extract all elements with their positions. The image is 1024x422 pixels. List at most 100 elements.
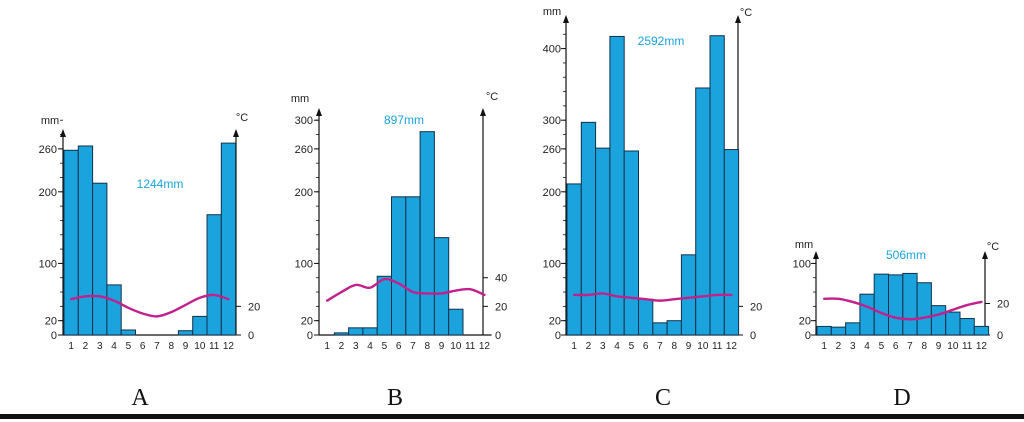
precip-bar (680, 254, 697, 336)
month-label: 6 (140, 341, 146, 352)
temp-tick-label: 20 (750, 301, 762, 313)
temp-tick-label: 20 (248, 301, 260, 313)
month-label: 12 (726, 341, 738, 352)
precip-axis-arrow (60, 129, 66, 137)
precip-bar (206, 214, 222, 336)
month-label: 12 (223, 341, 235, 352)
chart-letter-label: B (387, 385, 403, 411)
temp-axis-arrow (233, 129, 239, 137)
month-label: 10 (697, 341, 709, 352)
precip-bar (816, 325, 832, 336)
chart-letter-label: D (893, 385, 910, 411)
month-label: 7 (907, 341, 913, 352)
chart-letter-label: A (131, 385, 149, 411)
precip-tick-label: 20 (301, 316, 313, 328)
precip-axis-arrow (316, 108, 322, 116)
precip-bar (638, 298, 654, 336)
month-label: 7 (410, 341, 416, 352)
precip-bar (348, 327, 364, 336)
month-label: 2 (836, 341, 842, 352)
precip-bar (362, 327, 378, 336)
precip-bar (63, 149, 79, 336)
precip-bar (652, 322, 668, 336)
month-label: 5 (382, 341, 388, 352)
precip-bar (376, 275, 393, 336)
chart-letter-label: C (655, 385, 671, 411)
precip-bar (433, 237, 450, 336)
month-label: 1 (68, 341, 74, 352)
temp-tick-label: 0 (997, 330, 1003, 342)
month-label: 10 (194, 341, 206, 352)
temp-tick-label: 40 (495, 273, 507, 285)
precip-tick-label: 100 (295, 258, 313, 270)
precip-tick-label: 100 (39, 258, 57, 270)
precip-bar (419, 131, 435, 336)
temp-tick-label: 0 (750, 330, 756, 342)
precip-tick-label: 0 (805, 330, 811, 342)
month-label: 8 (424, 341, 430, 352)
precip-bar (830, 326, 847, 336)
precip-unit-label: mm (795, 239, 813, 251)
precip-tick-label: 0 (555, 330, 561, 342)
precip-tick-label: 300 (543, 115, 561, 127)
month-label: 6 (643, 341, 649, 352)
month-label: 4 (111, 341, 117, 352)
precip-tick-label: 0 (51, 330, 57, 342)
month-label: 5 (126, 341, 132, 352)
bottom-rule (0, 414, 1024, 419)
month-label: 3 (850, 341, 856, 352)
precip-bar (177, 330, 194, 336)
precip-bar (945, 311, 961, 336)
temp-unit-label: °C (236, 112, 248, 124)
precip-bar (405, 196, 421, 336)
month-label: 4 (864, 341, 870, 352)
annual-total-label: 506mm (886, 248, 926, 262)
temperature-line (325, 277, 486, 302)
annual-total-label: 2592mm (638, 34, 685, 48)
month-label: 11 (962, 341, 973, 352)
precip-bar (333, 332, 350, 336)
precip-bar (192, 315, 208, 336)
month-label: 12 (976, 341, 988, 352)
precip-unit-label: mm (543, 6, 561, 18)
month-label: 11 (465, 341, 476, 352)
precip-bar (120, 329, 136, 336)
precip-bar (973, 325, 990, 336)
precip-tick-label: 260 (295, 144, 313, 156)
temp-tick-label: 0 (248, 330, 254, 342)
month-label: 3 (353, 341, 359, 352)
month-label: 10 (450, 341, 462, 352)
annual-total-label: 1244mm (137, 177, 184, 191)
precip-tick-label: 100 (543, 258, 561, 270)
temp-tick-label: 20 (997, 298, 1009, 310)
month-label: 7 (657, 341, 663, 352)
precip-bar (448, 308, 464, 336)
month-label: 1 (324, 341, 330, 352)
precip-tick-label: 260 (543, 144, 561, 156)
temp-unit-label: °C (486, 91, 498, 103)
precip-tick-label: 260 (39, 144, 57, 156)
precip-bar (580, 121, 597, 336)
precip-bar (391, 196, 407, 336)
month-label: 3 (600, 341, 606, 352)
temperature-line (822, 297, 983, 321)
precip-bar (609, 35, 625, 336)
month-label: 9 (936, 341, 942, 352)
precip-tick-label: 20 (549, 316, 561, 328)
month-label: 9 (439, 341, 445, 352)
annual-total-label: 897mm (384, 113, 424, 127)
temperature-line (69, 293, 230, 318)
precip-tick-label: 200 (39, 187, 57, 199)
precip-bar (873, 273, 890, 336)
temp-tick-label: 20 (495, 301, 507, 313)
precip-bar (859, 293, 875, 336)
precip-bar (623, 150, 640, 336)
month-label: 12 (479, 341, 491, 352)
precip-bar (92, 182, 108, 336)
precip-bar (930, 305, 947, 336)
precip-tick-label: 20 (799, 316, 811, 328)
precip-bar (709, 35, 725, 336)
month-label: 2 (586, 341, 592, 352)
month-label: 8 (168, 341, 174, 352)
precip-tick-label: 200 (295, 187, 313, 199)
